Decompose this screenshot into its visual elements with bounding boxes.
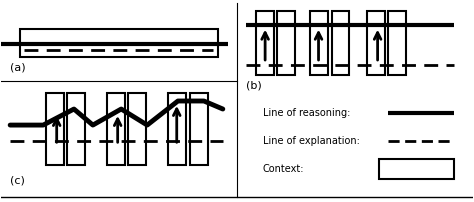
Bar: [388, 11, 406, 75]
Text: Line of reasoning:: Line of reasoning:: [263, 108, 350, 118]
Bar: [19, 29, 218, 57]
Bar: [331, 11, 349, 75]
Bar: [367, 11, 385, 75]
Text: (b): (b): [246, 81, 262, 91]
Bar: [128, 93, 146, 165]
Bar: [67, 93, 85, 165]
Bar: [190, 93, 208, 165]
Text: Context:: Context:: [263, 164, 304, 174]
Bar: [46, 93, 64, 165]
Text: Line of explanation:: Line of explanation:: [263, 136, 360, 146]
Bar: [379, 159, 455, 179]
Bar: [107, 93, 125, 165]
Text: (a): (a): [10, 63, 26, 73]
Bar: [256, 11, 274, 75]
Bar: [168, 93, 186, 165]
Bar: [277, 11, 295, 75]
Bar: [310, 11, 328, 75]
Text: (c): (c): [10, 175, 25, 185]
